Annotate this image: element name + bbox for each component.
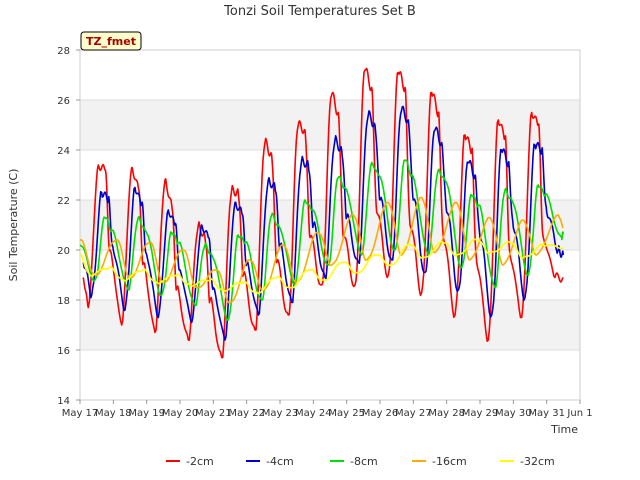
annotation-box: TZ_fmet bbox=[80, 31, 142, 51]
x-tick-label: May 31 bbox=[528, 408, 565, 419]
y-tick-label: 28 bbox=[57, 46, 70, 57]
annotation-label: TZ_fmet bbox=[86, 35, 136, 48]
x-tick-label: May 20 bbox=[162, 408, 199, 419]
y-axis-label: Soil Temperature (C) bbox=[7, 169, 20, 282]
background-band bbox=[80, 300, 580, 350]
x-tick-label: May 30 bbox=[495, 408, 532, 419]
plot-frame bbox=[79, 49, 581, 401]
x-tick-label: May 21 bbox=[195, 408, 232, 419]
y-tick-label: 26 bbox=[57, 96, 70, 107]
x-tick-label: May 29 bbox=[462, 408, 499, 419]
series-line-minus-2cm bbox=[82, 67, 564, 359]
y-tick-label: 18 bbox=[57, 296, 70, 307]
x-tick-label: May 27 bbox=[395, 408, 432, 419]
x-axis-label: Time bbox=[550, 423, 578, 436]
legend: -2cm -4cm -8cm -16cm -32cm bbox=[166, 455, 555, 468]
x-tick-label: May 17 bbox=[62, 408, 99, 419]
x-tick-label: May 22 bbox=[228, 408, 265, 419]
series-line-minus-16cm bbox=[79, 196, 564, 304]
legend-label: -4cm bbox=[266, 455, 294, 468]
legend-label: -32cm bbox=[520, 455, 555, 468]
x-tick-label: Jun 1 bbox=[566, 408, 592, 419]
series-line-minus-8cm bbox=[79, 159, 565, 321]
x-tick-label: May 28 bbox=[428, 408, 465, 419]
x-tick-label: May 24 bbox=[295, 408, 332, 419]
series-line-minus-32cm bbox=[79, 238, 564, 294]
x-tick-label: May 26 bbox=[362, 408, 399, 419]
y-tick-label: 14 bbox=[57, 396, 70, 407]
x-tick-label: May 25 bbox=[328, 408, 365, 419]
y-tick-label: 22 bbox=[57, 196, 70, 207]
background-band bbox=[80, 50, 580, 100]
series-line-minus-4cm bbox=[82, 105, 565, 341]
y-tick-label: 24 bbox=[57, 146, 70, 157]
background-band bbox=[80, 350, 580, 400]
y-tick-label: 16 bbox=[57, 346, 70, 357]
y-axis: 14 16 18 20 22 24 26 28 bbox=[57, 46, 80, 407]
legend-label: -2cm bbox=[186, 455, 214, 468]
legend-label: -16cm bbox=[432, 455, 467, 468]
x-tick-label: May 18 bbox=[95, 408, 132, 419]
chart-title: Tonzi Soil Temperatures Set B bbox=[223, 4, 416, 19]
x-tick-label: May 19 bbox=[128, 408, 165, 419]
y-tick-label: 20 bbox=[57, 246, 70, 257]
legend-label: -8cm bbox=[350, 455, 378, 468]
x-tick-label: May 23 bbox=[262, 408, 299, 419]
series-layer bbox=[79, 67, 565, 359]
